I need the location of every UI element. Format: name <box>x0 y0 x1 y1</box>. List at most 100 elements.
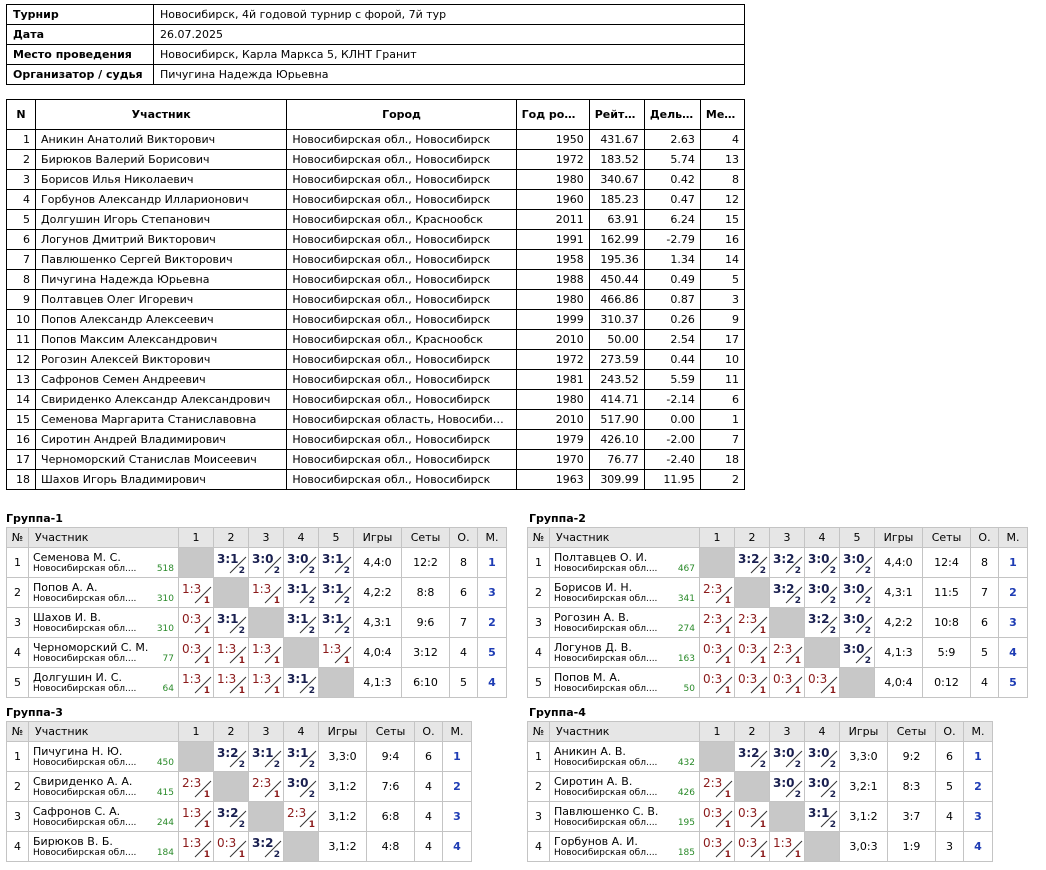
info-label: Дата <box>6 24 154 45</box>
points-cell: 6 <box>935 741 964 772</box>
match-result-cell: 3:1 2 <box>283 577 319 608</box>
player-city-line: Новосибирская обл.... 244 <box>33 818 174 829</box>
points-cell: 5 <box>935 771 964 802</box>
match-points: 2 <box>829 596 836 606</box>
games-cell: 3,1:2 <box>318 831 367 862</box>
cell-rating: 63.91 <box>588 209 645 230</box>
sets-cell: 9:2 <box>887 741 936 772</box>
cell-place: 7 <box>699 429 746 450</box>
player-cell: Шахов И. В. Новосибирская обл.... 310 <box>28 607 179 638</box>
table-row: 1 Семенова М. С. Новосибирская обл.... 518 3… <box>6 547 507 578</box>
slash-divider-icon <box>264 586 282 604</box>
cell-city: Новосибирская обл., Новосибирск <box>286 469 517 490</box>
match-points: 2 <box>343 596 350 606</box>
col-opponent-header: 2 <box>213 721 249 742</box>
match-result-cell: 1:3 1 <box>178 577 214 608</box>
match-score: 2:3 <box>738 612 758 626</box>
match-result-cell: 0:3 1 <box>213 831 249 862</box>
match-result-cell: 2:3 1 <box>248 771 284 802</box>
row-number: 2 <box>527 577 550 608</box>
match-result-cell: 3:0 2 <box>283 771 319 802</box>
cell-delta: 6.24 <box>643 209 701 230</box>
player-name: Попов А. А. <box>33 581 98 594</box>
cell-birth-year: 2010 <box>515 329 590 350</box>
player-rating: 185 <box>677 848 695 858</box>
sets-cell: 6:8 <box>366 801 415 832</box>
place-cell: 2 <box>963 771 993 802</box>
match-score: 3:0 <box>773 746 795 760</box>
match-score: 2:3 <box>703 582 723 596</box>
col-opponent-header: 1 <box>178 527 214 548</box>
match-points: 1 <box>724 656 731 666</box>
table-row: 3 Сафронов С. А. Новосибирская обл.... 244 1… <box>6 801 472 832</box>
table-row: 8 Пичугина Надежда Юрьевна Новосибирская о… <box>5 269 746 290</box>
player-city-line: Новосибирская обл.... 432 <box>554 758 695 769</box>
match-points: 2 <box>864 656 871 666</box>
match-result-cell: 0:3 1 <box>699 637 735 668</box>
match-points: 1 <box>794 850 801 860</box>
table-row: 14 Свириденко Александр Александрович Ново… <box>5 389 746 410</box>
table-row: 16 Сиротин Андрей Владимирович Новосибирск… <box>5 429 746 450</box>
self-match-cell <box>213 771 249 802</box>
match-result-cell: 3:2 2 <box>804 607 840 638</box>
match-score: 0:3 <box>182 612 202 626</box>
points-cell: 8 <box>449 547 478 578</box>
match-score: 2:3 <box>287 806 307 820</box>
cell-n: 3 <box>5 169 37 190</box>
slash-divider-icon <box>299 616 317 634</box>
slash-divider-icon <box>229 676 247 694</box>
self-match-cell <box>178 547 214 578</box>
match-result-cell: 0:3 1 <box>769 667 805 698</box>
cell-n: 4 <box>5 189 37 210</box>
slash-divider-icon <box>229 616 247 634</box>
slash-divider-icon <box>229 750 247 768</box>
cell-birth-year: 1958 <box>515 249 590 270</box>
cell-participant: Горбунов Александр Илларионович <box>35 189 288 210</box>
sets-cell: 8:8 <box>401 577 450 608</box>
match-points: 2 <box>273 760 280 770</box>
cell-birth-year: 1972 <box>515 349 590 370</box>
match-score: 3:1 <box>217 552 239 566</box>
place-cell: 3 <box>963 801 993 832</box>
table-row: 17 Черноморский Станислав Моисеевич Новоси… <box>5 449 746 470</box>
table-row: 3 Павлюшенко С. В. Новосибирская обл.... 19… <box>527 801 993 832</box>
match-points: 1 <box>724 686 731 696</box>
table-row: 11 Попов Максим Александрович Новосибирска… <box>5 329 746 350</box>
match-points: 1 <box>759 820 766 830</box>
cell-city: Новосибирская обл., Новосибирск <box>286 269 517 290</box>
match-points: 1 <box>343 656 350 666</box>
slash-divider-icon <box>264 556 282 574</box>
match-result-cell: 3:0 2 <box>769 771 805 802</box>
match-score: 0:3 <box>703 836 723 850</box>
match-points: 1 <box>273 686 280 696</box>
player-city-line: Новосибирская обл.... 467 <box>554 564 695 575</box>
cell-city: Новосибирская обл., Новосибирск <box>286 229 517 250</box>
sets-cell: 5:9 <box>922 637 971 668</box>
player-cell: Бирюков В. Б. Новосибирская обл.... 184 <box>28 831 179 862</box>
self-match-cell <box>283 637 319 668</box>
table-row: 5 Попов М. А. Новосибирская обл.... 50 0:3 1 0… <box>527 667 1028 698</box>
match-points: 2 <box>794 760 801 770</box>
row-number: 4 <box>6 637 29 668</box>
self-match-cell <box>769 801 805 832</box>
match-result-cell: 3:0 2 <box>769 741 805 772</box>
sets-cell: 10:8 <box>922 607 971 638</box>
cell-delta: 5.59 <box>643 369 701 390</box>
player-rating: 244 <box>156 818 174 828</box>
slash-divider-icon <box>820 780 838 798</box>
match-result-cell: 0:3 1 <box>178 637 214 668</box>
player-name: Шахов И. В. <box>33 611 101 624</box>
cell-place: 12 <box>699 189 746 210</box>
col-opponent-header: 3 <box>248 527 284 548</box>
slash-divider-icon <box>750 840 768 858</box>
info-row: Турнир Новосибирск, 4й годовой турнир с ф… <box>6 4 745 25</box>
player-rating: 64 <box>162 684 174 694</box>
col-place-header: М. <box>442 721 472 742</box>
row-number: 5 <box>6 667 29 698</box>
table-row: 2 Борисов И. Н. Новосибирская обл.... 341 2:… <box>527 577 1028 608</box>
match-score: 3:0 <box>287 776 309 790</box>
match-score: 1:3 <box>182 806 202 820</box>
match-points: 2 <box>238 760 245 770</box>
info-value: 26.07.2025 <box>153 24 745 45</box>
slash-divider-icon <box>715 780 733 798</box>
